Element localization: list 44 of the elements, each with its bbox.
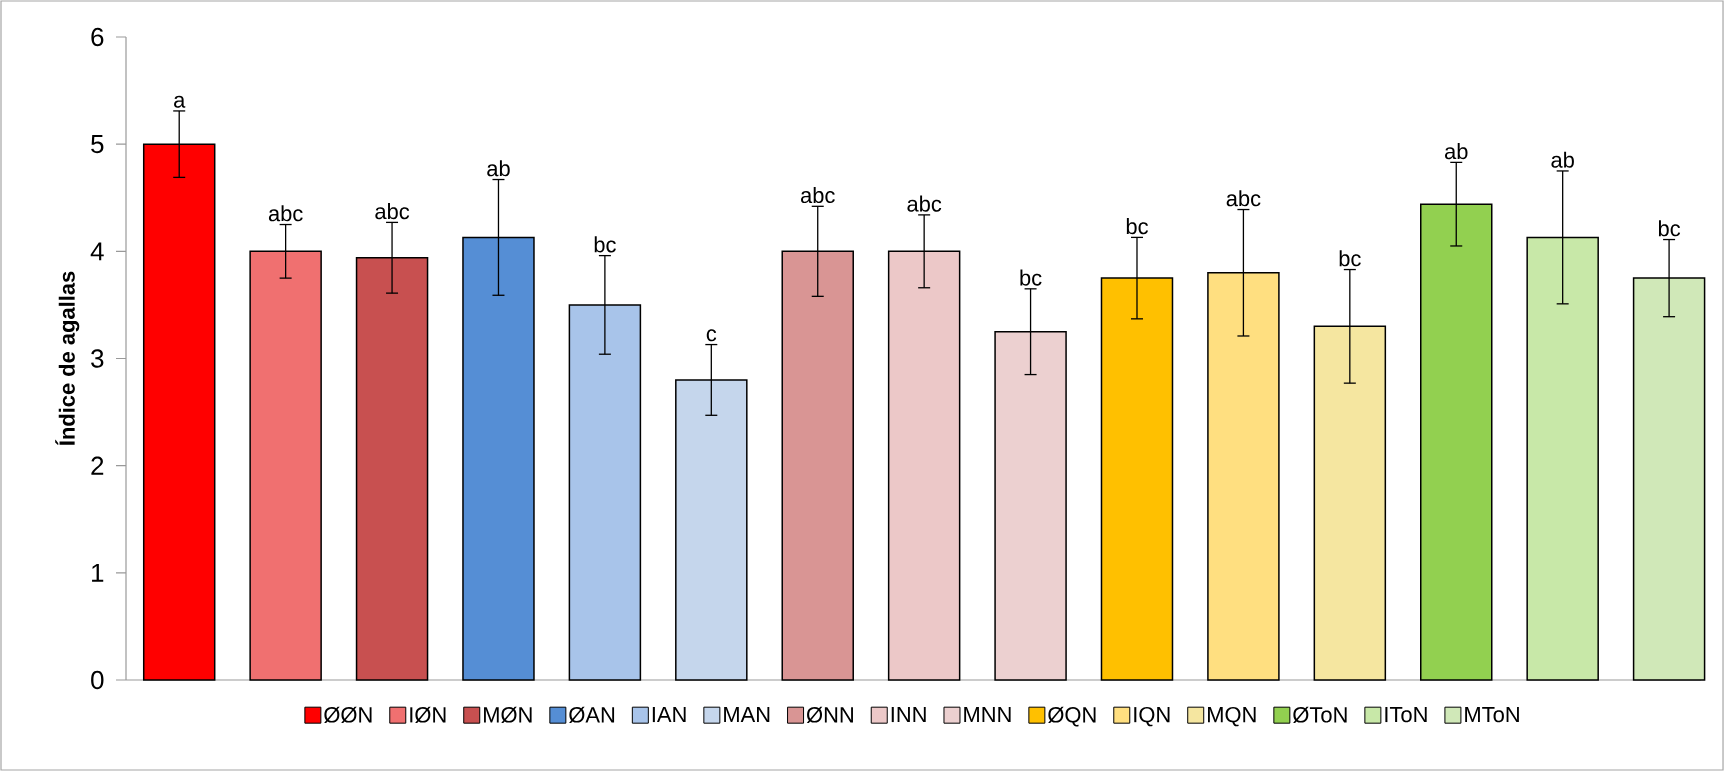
legend-label: ØQN xyxy=(1048,706,1096,727)
legend-label: ØNN xyxy=(806,706,853,723)
legend-label: ØØN xyxy=(324,706,372,723)
data-label: ab xyxy=(1551,151,1574,168)
bar xyxy=(781,250,854,681)
bar xyxy=(1526,236,1599,681)
y-tick-label: 1 xyxy=(92,563,104,582)
legend-label: INN xyxy=(891,707,926,723)
data-label: bc xyxy=(1020,269,1042,286)
data-label: abc xyxy=(375,203,410,220)
data-label: abc xyxy=(1226,190,1261,207)
y-tick-label: 0 xyxy=(91,670,104,690)
bar xyxy=(1313,325,1387,681)
y-tick-label: 2 xyxy=(91,456,104,475)
data-label: abc xyxy=(801,187,835,204)
legend-label: ØToN xyxy=(1293,706,1347,723)
legend-label: MNN xyxy=(964,707,1011,723)
data-label: bc xyxy=(1126,218,1148,235)
y-tick-label: 4 xyxy=(90,242,104,261)
legend-label: IToN xyxy=(1385,707,1427,723)
data-label: bc xyxy=(1339,250,1361,267)
bar xyxy=(462,236,535,681)
data-label: c xyxy=(706,329,717,342)
legend-label: MØN xyxy=(484,706,532,723)
data-label: bc xyxy=(594,236,616,253)
y-tick-label: 6 xyxy=(91,27,104,47)
data-label: ab xyxy=(1445,143,1468,160)
legend-label: IQN xyxy=(1134,706,1170,727)
y-tick-label: 5 xyxy=(91,135,104,154)
data-label: a xyxy=(174,95,186,108)
legend-label: MQN xyxy=(1208,706,1256,727)
legend-label: MToN xyxy=(1465,707,1519,723)
legend-label: IAN xyxy=(652,707,686,723)
data-label: abc xyxy=(907,195,942,212)
data-label: abc xyxy=(268,205,303,222)
legend-label: IØN xyxy=(410,706,446,723)
y-tick-label: 3 xyxy=(91,349,104,368)
legend-label: ØAN xyxy=(569,706,615,723)
data-label: ab xyxy=(487,160,510,177)
legend-label: MAN xyxy=(724,707,770,723)
bar xyxy=(249,250,322,681)
bar xyxy=(887,250,961,681)
data-label: bc xyxy=(1658,220,1681,237)
y-axis-title: Índice de agallas xyxy=(55,271,80,446)
